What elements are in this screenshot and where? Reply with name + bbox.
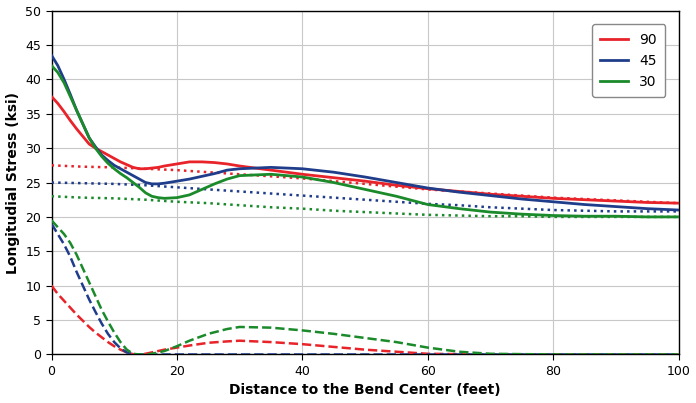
Y-axis label: Longitudial Stress (ksi): Longitudial Stress (ksi): [6, 91, 19, 274]
Legend: 90, 45, 30: 90, 45, 30: [592, 24, 665, 97]
X-axis label: Distance to the Bend Center (feet): Distance to the Bend Center (feet): [229, 383, 501, 397]
